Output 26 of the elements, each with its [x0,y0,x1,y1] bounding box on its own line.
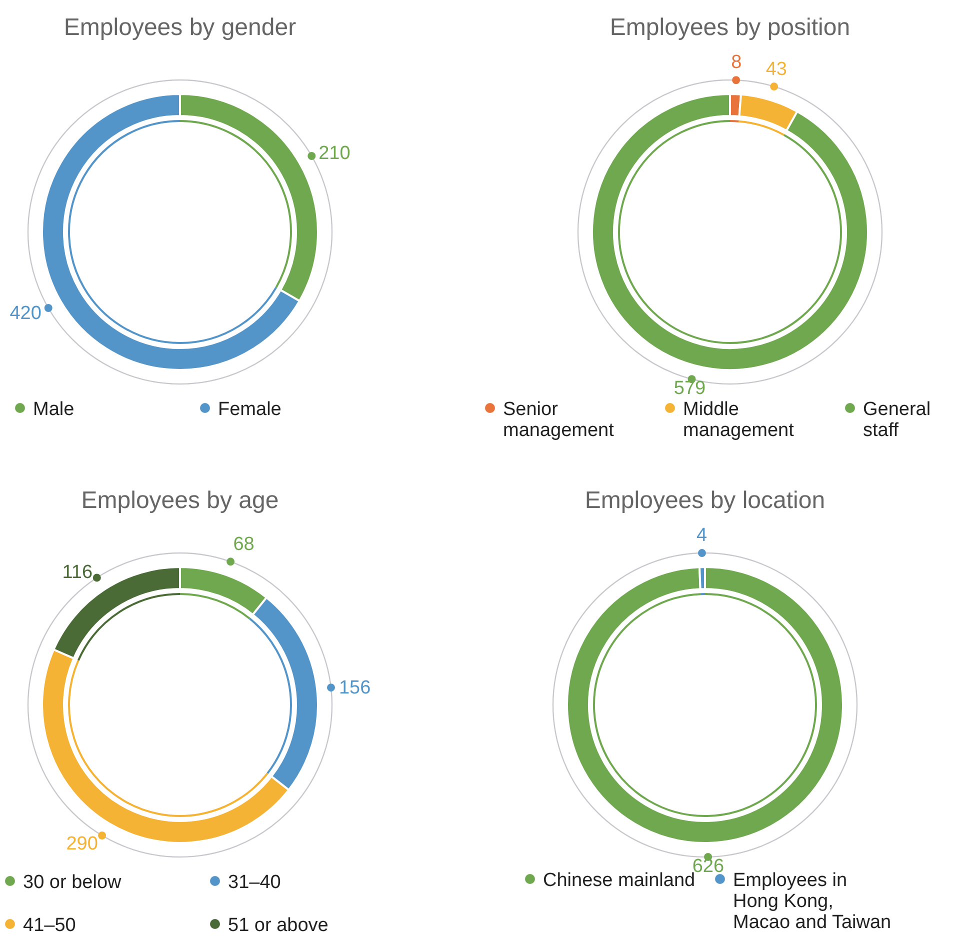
legend-label: 30 or below [23,872,122,893]
chart-title: Employees by location [584,487,826,514]
legend-label: General staff [863,399,931,441]
chart-title: Employees by position [610,14,850,41]
legend-label: Senior management [503,399,615,441]
data-label: 420 [10,303,42,324]
legend-label: Employees in Hong Kong, Macao and Taiwan [733,870,892,933]
data-label: 68 [233,534,254,556]
data-label: 210 [318,143,350,164]
legend-label: Middle management [683,399,795,441]
donut-slice [591,93,869,371]
legend-label: 31–40 [228,872,281,893]
data-label: 43 [766,58,787,80]
data-label: 290 [66,833,98,854]
data-label: 4 [696,525,708,546]
data-label: 116 [62,562,93,584]
data-label: 156 [338,678,371,699]
data-label: 8 [731,52,742,74]
legend-label: Chinese mainland [543,870,696,891]
chart-title: Employees by gender [64,14,296,41]
legend-label: 51 or above [228,915,328,936]
legend-label: 41–50 [23,915,76,936]
chart-title: Employees by age [81,487,279,514]
legend-label: Female [218,399,282,420]
legend-label: Male [33,399,74,420]
donut-slice [566,566,844,844]
